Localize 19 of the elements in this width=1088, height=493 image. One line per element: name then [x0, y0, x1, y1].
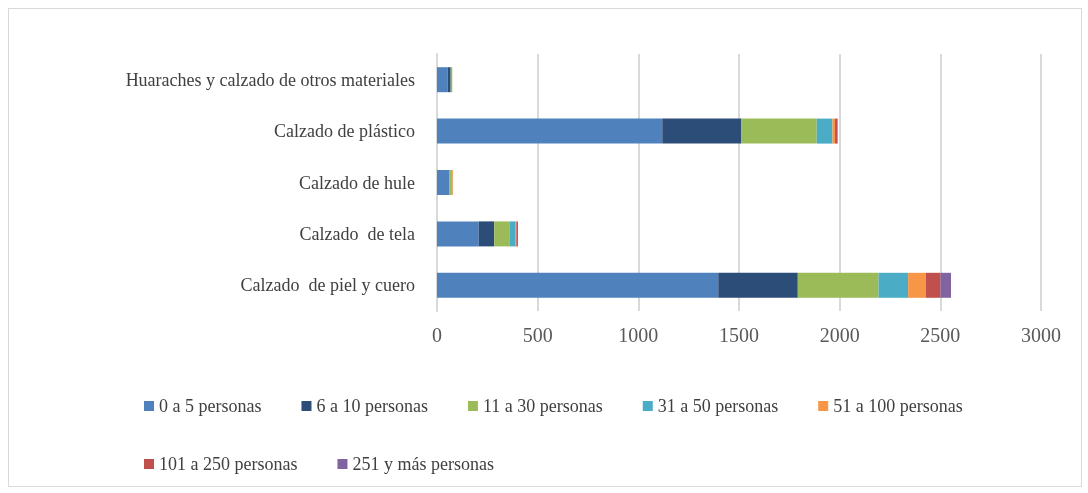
y-tick-label: Calzado de tela [299, 223, 415, 244]
y-tick-label: Calzado de hule [299, 172, 415, 193]
legend-label: 0 a 5 personas [159, 396, 262, 416]
y-tick-label: Calzado de plástico [274, 121, 415, 142]
legend-label: 51 a 100 personas [833, 396, 963, 416]
legend-label: 101 a 250 personas [159, 454, 298, 474]
x-tick-label: 3000 [1021, 324, 1061, 346]
x-tick-label: 0 [432, 324, 442, 346]
legend-label: 251 y más personas [352, 454, 494, 474]
x-tick-label: 2000 [819, 324, 860, 346]
y-tick-label: Huaraches y calzado de otros materiales [125, 69, 415, 90]
x-tick-label: 1500 [719, 324, 759, 346]
x-tick-label: 2500 [920, 324, 961, 346]
legend-label: 31 a 50 personas [657, 396, 779, 416]
legend-label: 6 a 10 personas [316, 396, 428, 416]
y-tick-label: Calzado de piel y cuero [240, 275, 415, 296]
legend-label: 11 a 30 personas [482, 396, 603, 416]
x-tick-label: 500 [522, 324, 553, 346]
x-tick-label: 1000 [618, 324, 659, 346]
